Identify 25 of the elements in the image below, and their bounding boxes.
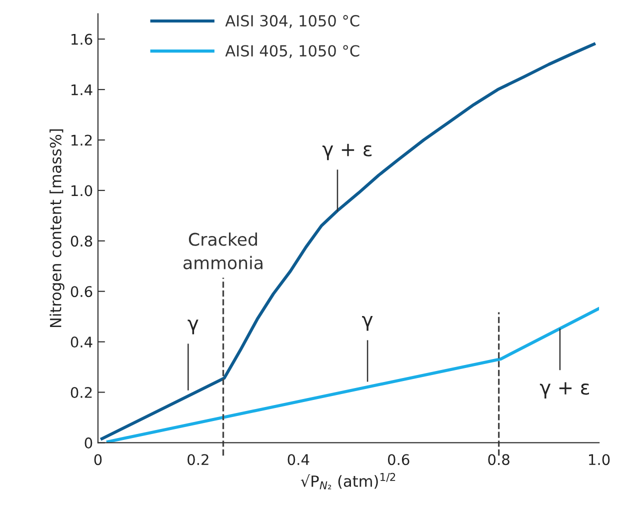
x-tick-label: 0.2 — [188, 454, 208, 466]
annotation: γ + ε — [540, 382, 589, 398]
legend-label: AISI 304, 1050 °C — [225, 15, 360, 28]
x-axis-title: √P$_{N₂}$ (atm)$^{1/2}$ — [300, 472, 396, 490]
annotation: γ + ε — [322, 144, 372, 160]
y-tick-label: 1.4 — [72, 84, 92, 96]
line-series — [100, 42, 596, 440]
y-tick-label: 0.6 — [70, 286, 92, 298]
y-tick-label: 1.0 — [72, 185, 92, 196]
y-tick-label: 0.2 — [70, 386, 92, 398]
y-tick-label: 0.4 — [70, 336, 92, 348]
annotation: γ — [362, 316, 373, 331]
y-tick-label: 0 — [84, 437, 92, 448]
x-tick-label: 1.0 — [589, 454, 610, 466]
x-tick-label: 0.4 — [288, 454, 310, 466]
x-tick-label: 0.6 — [388, 454, 410, 466]
legend-label: AISI 405, 1050 °C — [225, 45, 360, 58]
x-tick-label: 0.8 — [488, 454, 510, 466]
y-tick-label: 0.8 — [70, 236, 92, 247]
x-tick-label: 0 — [94, 454, 102, 466]
y-tick-label: 1.6 — [72, 34, 92, 45]
annotation: γ — [188, 320, 198, 334]
ref-line-label: Cracked ammonia — [184, 232, 262, 270]
y-tick-label: 1.2 — [72, 134, 92, 146]
y-axis-title: Nitrogen content [mass%] — [50, 129, 64, 328]
